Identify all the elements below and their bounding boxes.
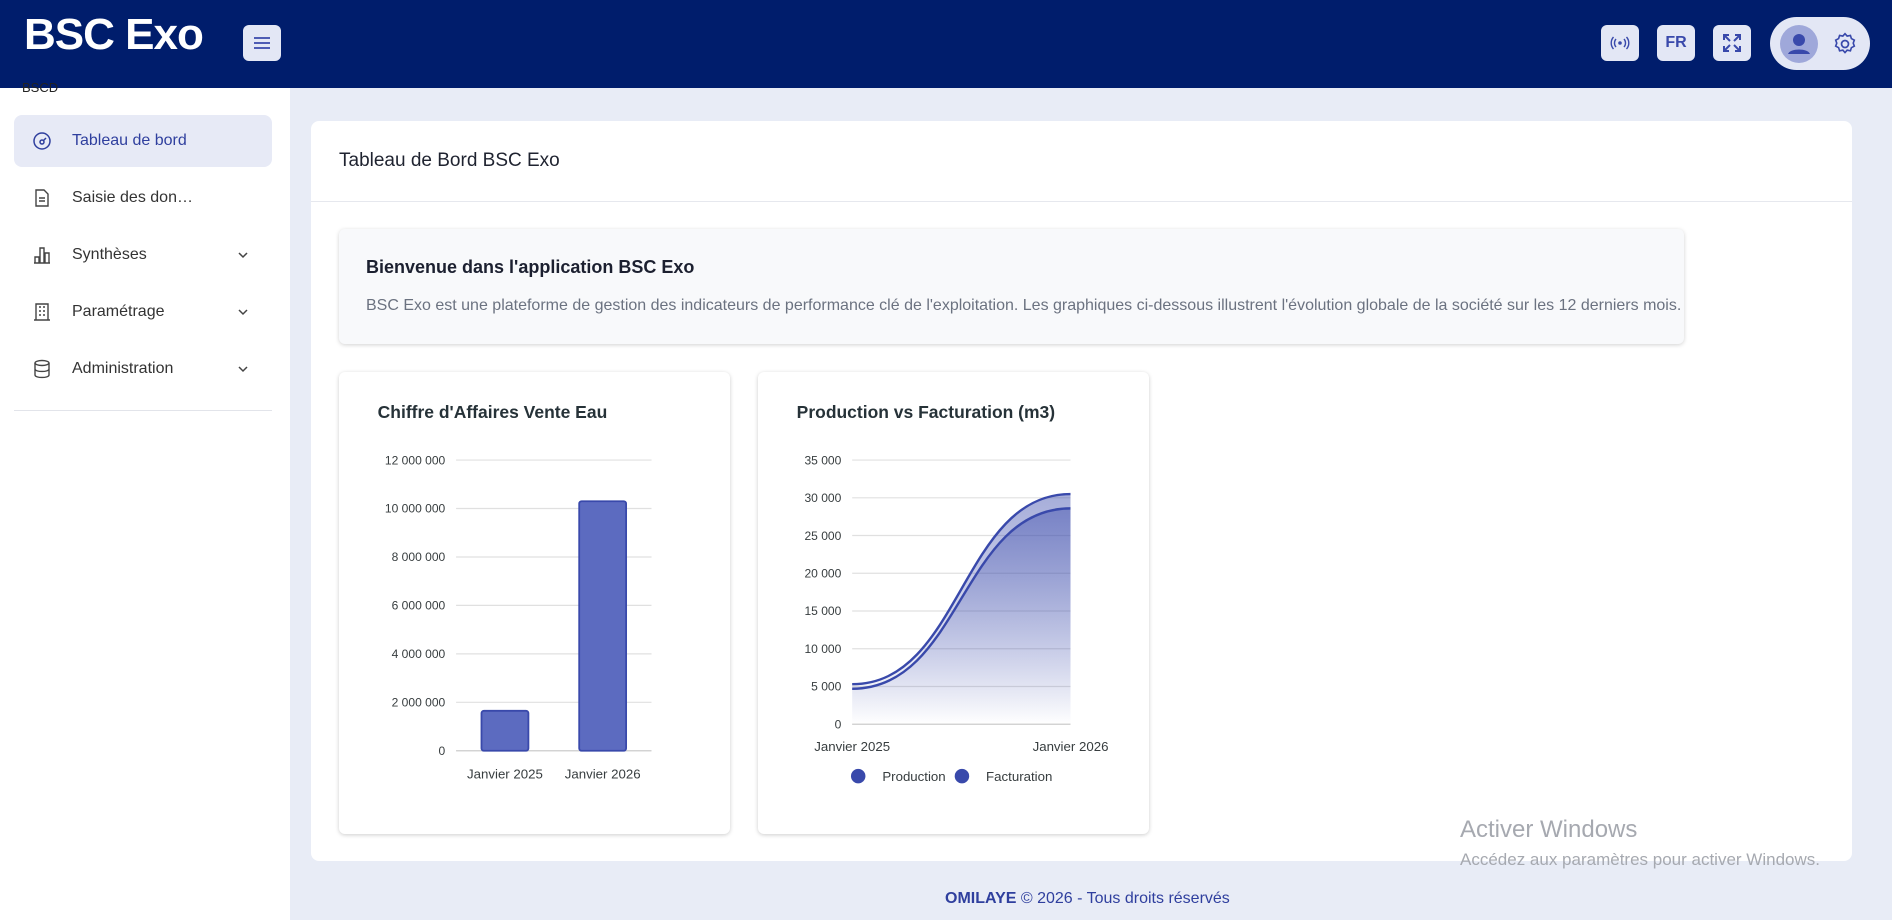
top-bar: BSC Exo FR [0,0,1892,88]
divider [14,410,272,411]
nav-label: Tableau de bord [72,132,187,149]
app-title: BSC Exo [24,10,204,59]
x-tick-label: Janvier 2026 [1033,739,1109,754]
watermark-title: Activer Windows [1460,816,1638,843]
language-button[interactable]: FR [1657,25,1695,61]
nav-item[interactable]: Tableau de bord [14,115,272,167]
footer-brand: OMILAYE [945,890,1017,907]
welcome-card: Bienvenue dans l'application BSC Exo BSC… [339,229,1684,344]
nav-item[interactable]: Synthèses [14,229,272,281]
y-tick-label: 8 000 000 [392,550,446,564]
sidebar-section: BSCD [22,80,59,95]
footer: OMILAYE © 2026 - Tous droits réservés [945,890,1230,908]
legend-marker [954,768,970,784]
watermark-text: Accédez aux paramètres pour activer Wind… [1460,850,1820,869]
chevron [238,366,248,373]
y-tick-label: 6 000 000 [392,599,446,613]
y-tick-label: 25 000 [804,529,841,543]
settings-button[interactable] [1832,31,1858,57]
y-tick-label: 30 000 [804,491,841,505]
chart-card: Chiffre d'Affaires Vente Eau 0 2 000 000 4 … [339,372,730,834]
footer-text: © 2026 - Tous droits réservés [1020,890,1230,907]
dashboard-icon [33,132,51,150]
page-title: Tableau de Bord BSC Exo [339,150,560,171]
broadcast-icon [1610,36,1630,50]
menu-button[interactable] [243,25,281,61]
bar [578,500,628,752]
nav-item[interactable]: Administration [14,343,272,395]
database-icon [34,359,50,379]
legend-label: Production [882,769,945,784]
y-tick-label: 2 000 000 [392,696,446,710]
y-tick-label: 10 000 000 [385,502,446,516]
area [852,508,1071,725]
line [852,507,1071,690]
line [852,492,1071,686]
y-tick-label: 15 000 [804,604,841,618]
x-tick-label: Janvier 2025 [467,767,543,782]
nav-label: Saisie des don… [72,189,193,206]
chart-title: Chiffre d'Affaires Vente Eau [378,402,608,422]
sidebar: BSCD Tableau de bord Saisie des don… Syn… [0,80,290,920]
y-tick-label: 5 000 [811,680,841,694]
x-tick-label: Janvier 2026 [565,767,641,782]
chevron [238,252,248,259]
bar [480,709,530,752]
chart-title: Production vs Facturation (m3) [797,402,1055,422]
y-tick-label: 35 000 [804,453,841,467]
chevron [238,309,248,316]
legend-label: Facturation [986,769,1052,784]
building-icon [34,303,50,321]
nav-item[interactable]: Paramétrage [14,286,272,338]
x-tick-label: Janvier 2025 [814,739,890,754]
welcome-title: Bienvenue dans l'application BSC Exo [366,257,695,277]
document-icon [35,189,49,207]
y-tick-label: 20 000 [804,566,841,580]
menu-icon [254,37,270,49]
y-tick-label: 10 000 [804,642,841,656]
chart-icon [34,247,50,264]
chart-card: Production vs Facturation (m3) 0 5 000 10 0… [758,372,1149,834]
fullscreen-button[interactable] [1713,25,1751,61]
divider [311,201,1852,202]
avatar-button[interactable] [1780,25,1818,63]
nav-label: Administration [72,360,174,377]
legend-marker [850,768,866,784]
chart: Production vs Facturation (m3) 0 5 000 10 0… [797,402,1109,784]
y-tick-label: 4 000 000 [392,647,446,661]
y-tick-label: 12 000 000 [385,453,446,467]
y-tick-label: 0 [835,717,842,731]
avatar-icon [1788,34,1810,54]
profile-pill [1770,17,1870,70]
fullscreen-icon [1723,34,1741,52]
broadcast-button[interactable] [1601,25,1639,61]
nav-label: Paramétrage [72,303,165,320]
nav-item[interactable]: Saisie des don… [14,172,272,224]
nav-label: Synthèses [72,246,147,263]
welcome-text: BSC Exo est une plateforme de gestion de… [366,297,1682,314]
chart: Chiffre d'Affaires Vente Eau 0 2 000 000 4 … [378,402,652,782]
y-tick-label: 0 [439,744,446,758]
